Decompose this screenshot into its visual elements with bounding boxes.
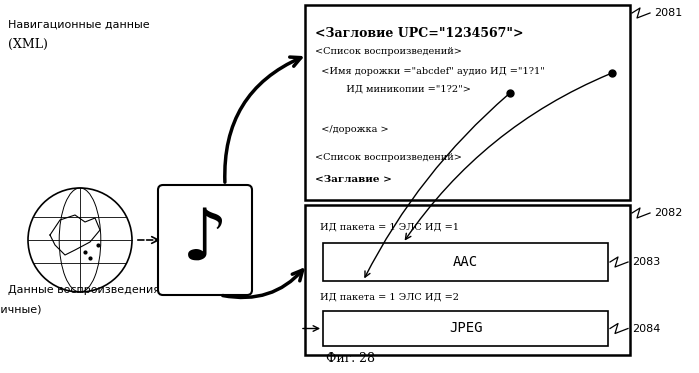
Text: ИД пакета = 1 ЭЛС ИД =2: ИД пакета = 1 ЭЛС ИД =2 [320,293,459,302]
Text: ИД пакета = 1 ЭЛС ИД =1: ИД пакета = 1 ЭЛС ИД =1 [320,223,459,232]
Text: <Загловие UPC="1234567">: <Загловие UPC="1234567"> [315,27,524,40]
Text: <Имя дорожки ="abcdef" аудио ИД ="1?1": <Имя дорожки ="abcdef" аудио ИД ="1?1" [315,67,545,76]
Text: <Список воспроизведений>: <Список воспроизведений> [315,153,462,162]
Text: 2083: 2083 [632,257,661,267]
Text: 2081: 2081 [654,8,682,18]
Bar [305,5,630,200]
Bar [323,243,608,281]
Text: JPEG: JPEG [449,322,482,335]
Text: (XML): (XML) [8,38,48,51]
Text: </дорожка >: </дорожка > [315,125,389,134]
Text: Навигационные данные: Навигационные данные [8,20,150,30]
Bar [323,311,608,346]
FancyBboxPatch shape [158,185,252,295]
Text: ♪: ♪ [182,206,228,275]
Text: AAC: AAC [453,255,478,269]
Text: ИД миникопии ="1?2">: ИД миникопии ="1?2"> [315,85,471,94]
Text: <Список воспроизведений>: <Список воспроизведений> [315,47,462,56]
Text: Данные воспроизведения: Данные воспроизведения [8,285,160,295]
Text: 2084: 2084 [632,323,661,333]
Text: Фиг. 28: Фиг. 28 [326,352,375,365]
Text: <Заглавие >: <Заглавие > [315,175,392,184]
Text: 2082: 2082 [654,208,682,218]
Text: (двоичные): (двоичные) [0,305,41,315]
Bar [305,205,630,355]
